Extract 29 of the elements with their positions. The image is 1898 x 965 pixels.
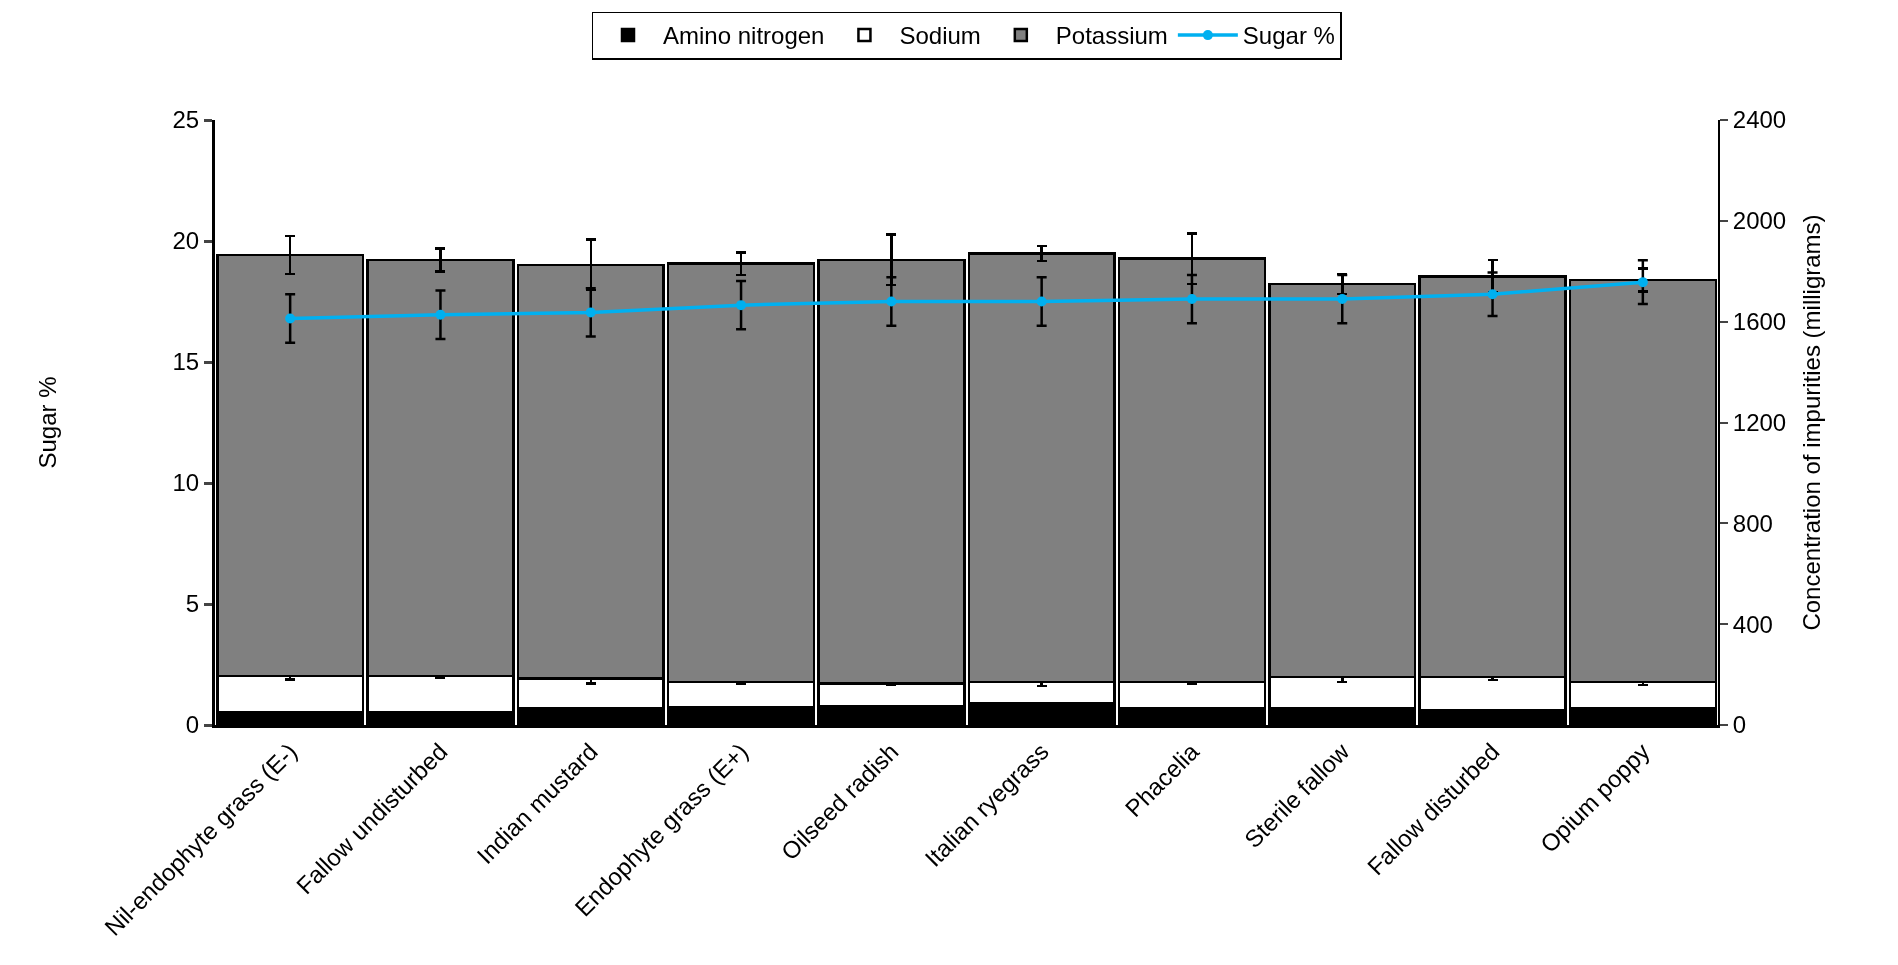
legend-label: Amino nitrogen [663, 22, 825, 50]
y2-axis-title: Concentration of impurities (milligrams) [1797, 214, 1825, 631]
point [1337, 294, 1348, 305]
y-tick-label: 10 [172, 469, 200, 497]
point [1487, 289, 1498, 300]
y-axis-title: Sugar % [33, 376, 61, 469]
point [585, 307, 596, 318]
legend-label: Potassium [1055, 22, 1168, 50]
legend-label: Sugar % [1242, 22, 1335, 50]
y-tick-label: 15 [172, 348, 200, 376]
point [435, 309, 446, 320]
y2-tick-label: 2000 [1732, 207, 1787, 235]
y2-tick-label: 1200 [1732, 408, 1787, 436]
point [1036, 296, 1047, 307]
point [285, 313, 296, 324]
point [1637, 277, 1648, 288]
y2-tick-label: 0 [1732, 711, 1747, 739]
y2-tick-label: 400 [1732, 610, 1773, 638]
y-tick-label: 20 [172, 227, 200, 255]
y2-tick-label: 2400 [1732, 106, 1787, 134]
y2-tick-label: 800 [1732, 509, 1773, 537]
y-tick-label: 5 [185, 590, 200, 618]
point [1186, 294, 1197, 305]
y-tick-label: 0 [185, 711, 200, 739]
y-tick-label: 25 [172, 106, 200, 134]
y2-tick-label: 1600 [1732, 308, 1787, 336]
legend-label: Sodium [899, 22, 981, 50]
point [886, 296, 897, 307]
point [736, 300, 747, 311]
